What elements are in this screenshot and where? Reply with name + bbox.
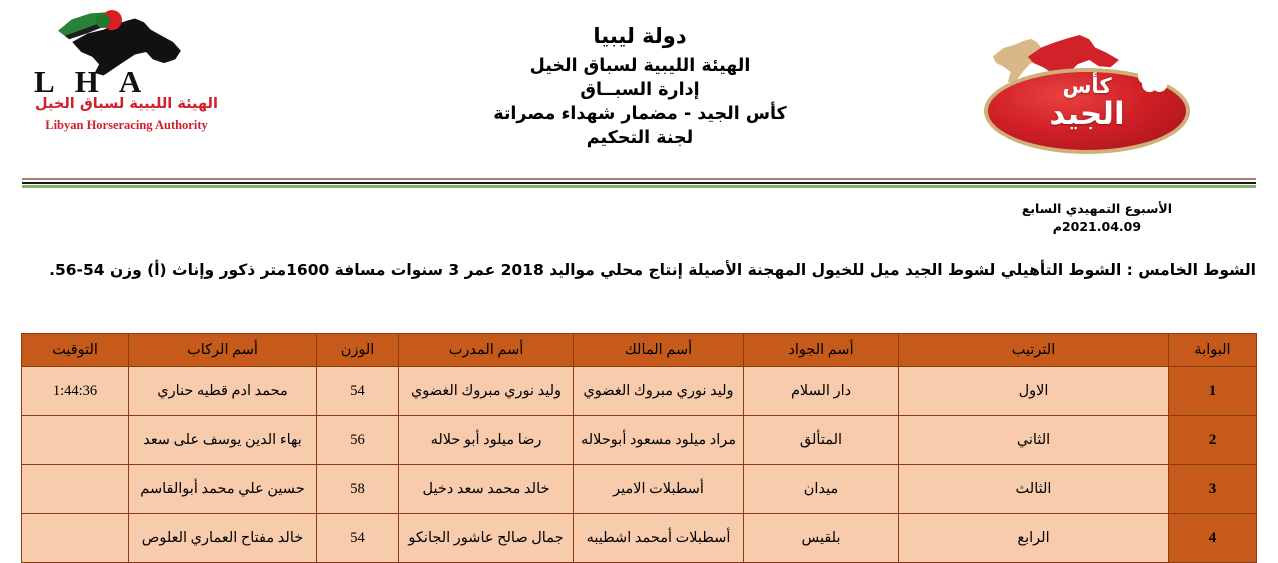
flag-divider [22, 178, 1256, 188]
lha-english-name: Libyan Horseracing Authority [45, 118, 208, 132]
column-header-rank: الترتيب [898, 333, 1169, 367]
cell-trainer: وليد نوري مبروك الغضوي [398, 366, 574, 416]
column-header-trainer: أسم المدرب [398, 333, 574, 367]
lha-logo: L H A الهيئة الليبية لسباق الخيل Libyan … [14, 8, 234, 140]
race-description: الشوط الخامس : الشوط التأهيلي لشوط الجيد… [49, 261, 1256, 279]
cell-trainer: جمال صالح عاشور الجانكو [398, 513, 574, 563]
table-header-row: البوابة الترتيب أسم الجواد أسم المالك أس… [21, 333, 1257, 367]
week-info-block: الأسبوع التمهيدي السابع 2021.04.09م [1022, 200, 1172, 236]
column-header-weight: الوزن [316, 333, 399, 367]
cell-horse: دار السلام [743, 366, 899, 416]
flag-green-accent-icon [96, 14, 110, 28]
table-row: 3 الثالث ميدان أسطبلات الامير خالد محمد … [21, 464, 1257, 514]
table-row: 2 الثاني المتألق مراد ميلود مسعود أبوحلا… [21, 415, 1257, 465]
cell-trainer: رضا ميلود أبو حلاله [398, 415, 574, 465]
title-committee: لجنة التحكيم [586, 128, 694, 149]
table-row: 1 الاول دار السلام وليد نوري مبروك الغضو… [21, 366, 1257, 416]
cup-logo-line2: الجيد [1049, 96, 1125, 132]
column-header-owner: أسم المالك [573, 333, 744, 367]
cell-gate: 2 [1168, 415, 1257, 465]
center-title-block: دولة ليبيا الهيئة الليبية لسباق الخيل إد… [330, 22, 950, 151]
cell-time [21, 464, 129, 514]
cup-logo-line1: كأس [1062, 74, 1112, 98]
cell-gate: 1 [1168, 366, 1257, 416]
cell-jockey: بهاء الدين يوسف على سعد [128, 415, 317, 465]
cell-owner: مراد ميلود مسعود أبوحلاله [573, 415, 744, 465]
week-label: الأسبوع التمهيدي السابع [1021, 201, 1172, 216]
cell-jockey: خالد مفتاح العماري العلوص [128, 513, 317, 563]
cell-owner: وليد نوري مبروك الغضوي [573, 366, 744, 416]
document-header: L H A الهيئة الليبية لسباق الخيل Libyan … [0, 0, 1278, 178]
cell-jockey: حسين علي محمد أبوالقاسم [128, 464, 317, 514]
column-header-jockey: أسم الركاب [128, 333, 317, 367]
results-table-wrapper: البوابة الترتيب أسم الجواد أسم المالك أس… [21, 333, 1257, 563]
table-row: 4 الرابع بلقيس أسطبلات أمحمد اشطيبه جمال… [21, 513, 1257, 563]
column-header-horse: أسم الجواد [743, 333, 899, 367]
cell-horse: المتألق [743, 415, 899, 465]
cell-owner: أسطبلات أمحمد اشطيبه [573, 513, 744, 563]
horse-head-icon [52, 10, 184, 82]
cell-weight: 58 [316, 464, 399, 514]
results-table-body: 1 الاول دار السلام وليد نوري مبروك الغضو… [21, 366, 1257, 563]
cell-rank: الثاني [898, 415, 1169, 465]
cell-trainer: خالد محمد سعد دخيل [398, 464, 574, 514]
lha-acronym: L H A [34, 64, 149, 99]
flower-icon [1135, 62, 1173, 96]
title-department: إدارة السبــاق [580, 80, 700, 101]
cell-horse: ميدان [743, 464, 899, 514]
date-label: 2021.04.09م [1052, 219, 1142, 235]
cell-owner: أسطبلات الامير [573, 464, 744, 514]
cell-time [21, 415, 129, 465]
cell-rank: الرابع [898, 513, 1169, 563]
cell-weight: 54 [316, 366, 399, 416]
cell-time [21, 513, 129, 563]
column-header-time: التوقيت [21, 333, 129, 367]
cell-jockey: محمد ادم قطيه حناري [128, 366, 317, 416]
cell-time: 1:44:36 [21, 366, 129, 416]
lha-arabic-name: الهيئة الليبية لسباق الخيل [35, 96, 218, 112]
cell-rank: الاول [898, 366, 1169, 416]
title-country: دولة ليبيا [593, 24, 687, 48]
cell-weight: 56 [316, 415, 399, 465]
title-authority: الهيئة الليبية لسباق الخيل [529, 55, 751, 76]
cup-logo-text: كأس الجيد [982, 76, 1192, 130]
aljaid-cup-logo: كأس الجيد [982, 28, 1192, 156]
cell-gate: 4 [1168, 513, 1257, 563]
cell-horse: بلقيس [743, 513, 899, 563]
cell-weight: 54 [316, 513, 399, 563]
results-table: البوابة الترتيب أسم الجواد أسم المالك أس… [21, 333, 1257, 563]
title-venue: كأس الجيد - مضمار شهداء مصراتة [493, 104, 787, 125]
column-header-gate: البوابة [1168, 333, 1257, 367]
cell-rank: الثالث [898, 464, 1169, 514]
cell-gate: 3 [1168, 464, 1257, 514]
